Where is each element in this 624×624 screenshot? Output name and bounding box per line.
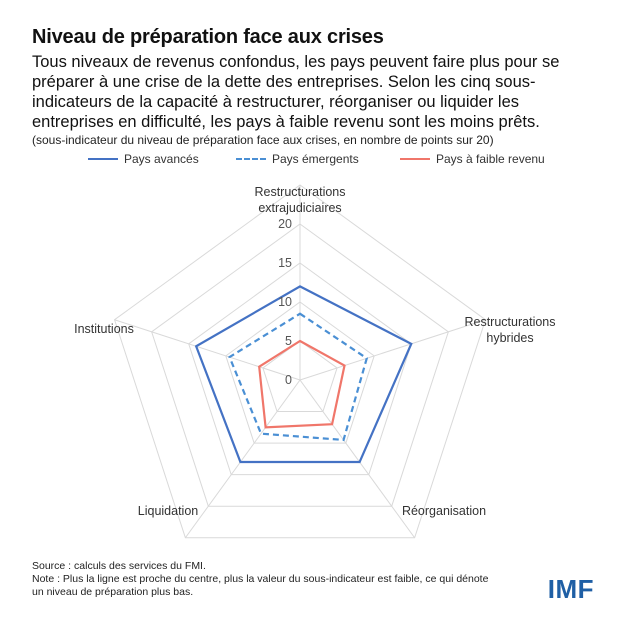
- source-note: Source : calculs des services du FMI.: [32, 560, 206, 572]
- grid-spoke: [299, 379, 416, 539]
- legend-swatch-low-income: [400, 158, 430, 160]
- tick-label: 20: [278, 217, 292, 231]
- legend-item-advanced: Pays avancés: [88, 152, 199, 166]
- grid-spoke: [299, 319, 486, 381]
- axis-label: extrajudiciaires: [258, 201, 341, 215]
- legend-swatch-advanced: [88, 158, 118, 160]
- axis-label: Liquidation: [138, 504, 199, 518]
- unit-note: (sous-indicateur du niveau de préparatio…: [32, 133, 494, 147]
- imf-logo: IMF: [547, 574, 594, 604]
- axis-label: Réorganisation: [402, 504, 486, 518]
- axis-label: Institutions: [74, 322, 134, 336]
- chart-subtitle: Tous niveaux de revenus confondus, les p…: [32, 53, 560, 131]
- tick-label: 5: [285, 334, 292, 348]
- footer: Source : calculs des services du FMI. No…: [32, 560, 502, 599]
- axis-label: hybrides: [486, 331, 533, 345]
- footnote: Note : Plus la ligne est proche du centr…: [32, 573, 489, 598]
- tick-label: 10: [278, 295, 292, 309]
- grid-ring: [113, 184, 487, 539]
- series-line-0: [194, 285, 413, 464]
- chart-title: Niveau de préparation face aux crises: [32, 26, 384, 48]
- tick-label: 0: [285, 373, 292, 387]
- grid-spoke: [184, 379, 301, 539]
- legend-item-emerging: Pays émergents: [236, 152, 359, 166]
- legend-label-low-income: Pays à faible revenu: [436, 152, 545, 166]
- axis-label: Restructurations: [254, 185, 345, 199]
- axis-label: Restructurations: [464, 315, 555, 329]
- legend: Pays avancés Pays émergents Pays à faibl…: [0, 152, 624, 170]
- series-line-2: [258, 339, 346, 429]
- series-line-1: [228, 312, 369, 442]
- legend-label-advanced: Pays avancés: [124, 152, 199, 166]
- legend-label-emerging: Pays émergents: [272, 152, 359, 166]
- tick-label: 15: [278, 256, 292, 270]
- grid-ring: [225, 301, 375, 444]
- grid-ring: [262, 340, 338, 413]
- legend-item-low-income: Pays à faible revenu: [400, 152, 545, 166]
- legend-swatch-emerging: [236, 158, 266, 160]
- grid-ring: [151, 223, 449, 507]
- grid-ring: [188, 262, 412, 476]
- grid-spoke: [114, 319, 301, 381]
